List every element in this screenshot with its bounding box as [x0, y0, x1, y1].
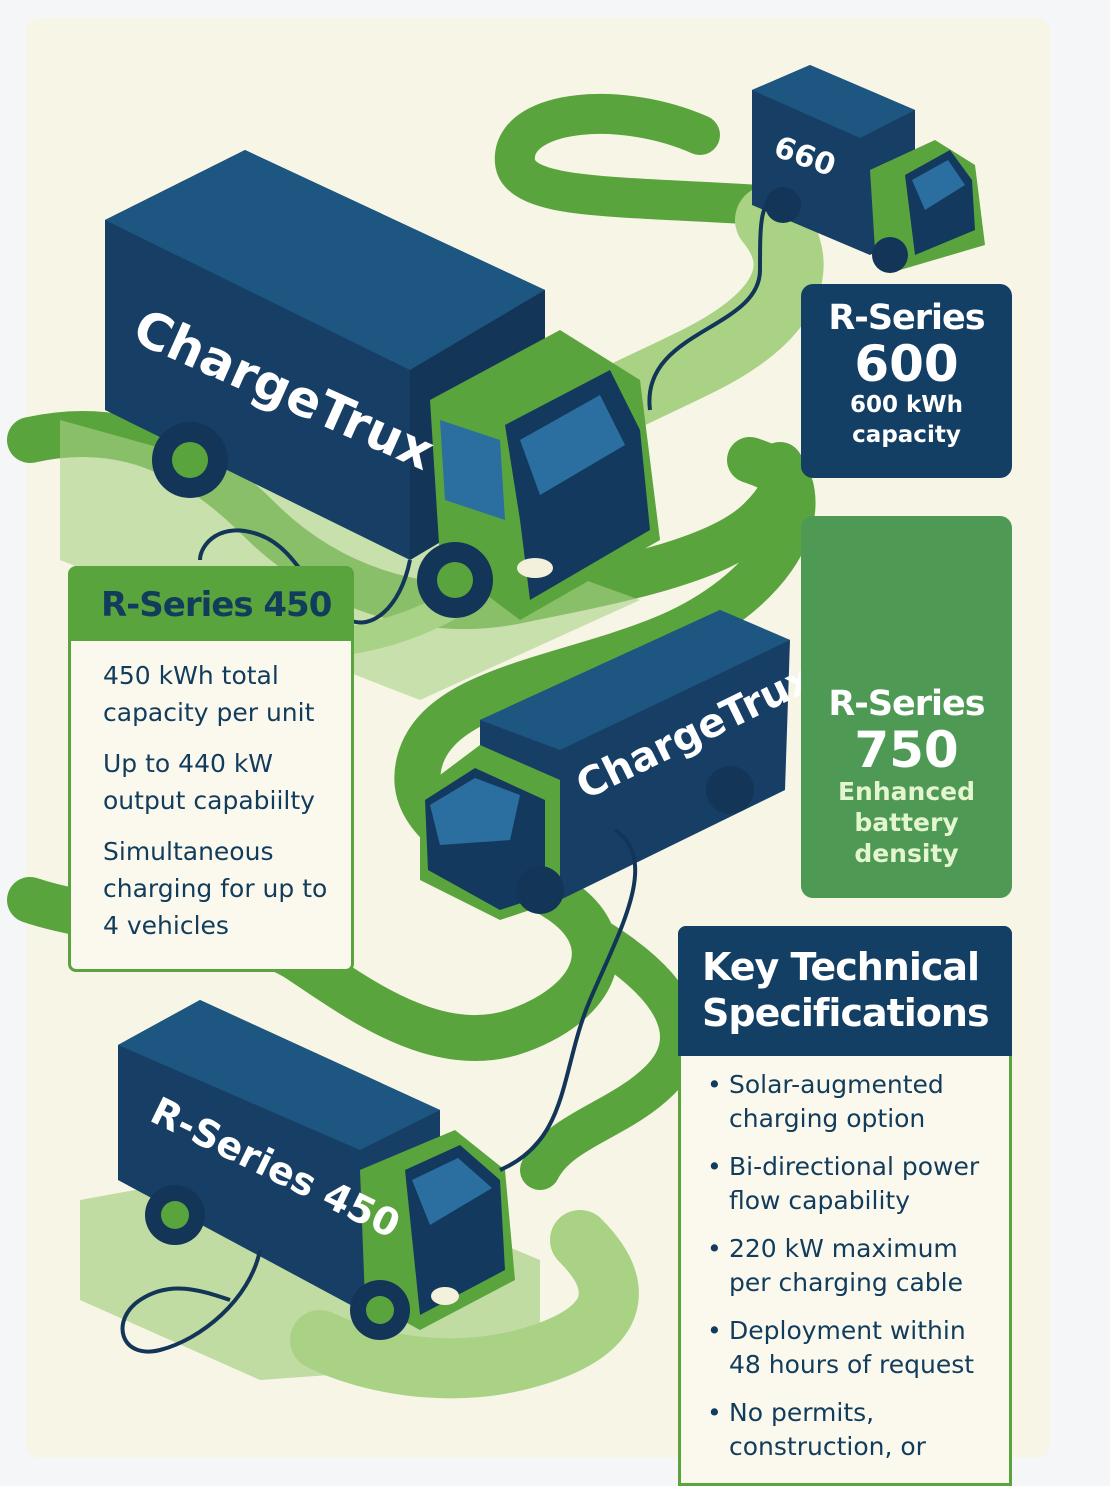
key-specs-title-line-1: Key Technical — [702, 945, 980, 989]
r-series-450-feature: Up to 440 kW output capabiilty — [103, 749, 315, 815]
spec-item: Bi-directional power flow capability — [707, 1150, 999, 1218]
spec-item: Deployment within 48 hours of request — [707, 1314, 999, 1382]
bottom-truck — [118, 1000, 515, 1340]
r-series-600-title: R-Series — [828, 298, 985, 338]
main-truck — [105, 150, 660, 620]
r-series-600-panel: R-Series 600 600 kWh capacity — [801, 284, 1012, 478]
r-series-600-desc-1: 600 kWh — [849, 392, 964, 418]
spec-item: No permits, construction, or — [707, 1396, 999, 1464]
key-specs-title: Key Technical Specifications — [678, 926, 1012, 1056]
key-specs-list: Solar-augmented charging option Bi-direc… — [681, 1068, 1009, 1464]
illustration: ChargeTrux 660 ChargeTrux R-Series 450 S… — [7, 65, 985, 1399]
middle-truck — [420, 610, 790, 920]
spec-item: 220 kW maximum per charging cable — [707, 1232, 999, 1300]
r-series-600-model: 600 — [854, 335, 959, 393]
r-series-750-desc-1: Enhanced — [837, 777, 975, 806]
r-series-750-desc-3: density — [854, 839, 959, 868]
r-series-450-title: R-Series 450 — [71, 569, 351, 641]
r-series-750-desc-2: battery — [854, 808, 959, 837]
key-specs-panel: Key Technical Specifications Solar-augme… — [678, 926, 1012, 1486]
r-series-450-feature: 450 kWh total capacity per unit — [103, 661, 315, 727]
r-series-450-panel: R-Series 450 450 kWh total capacity per … — [68, 566, 354, 972]
r-series-450-feature: Simultaneous charging for up to 4 vehicl… — [103, 837, 328, 940]
r-series-750-panel: R-Series 750 Enhanced battery density — [801, 516, 1012, 898]
r-series-750-model: 750 — [854, 721, 959, 779]
spec-item: Solar-augmented charging option — [707, 1068, 999, 1136]
key-specs-title-line-2: Specifications — [702, 991, 990, 1035]
r-series-600-desc-2: capacity — [852, 422, 961, 448]
r-series-750-title: R-Series — [828, 684, 985, 724]
